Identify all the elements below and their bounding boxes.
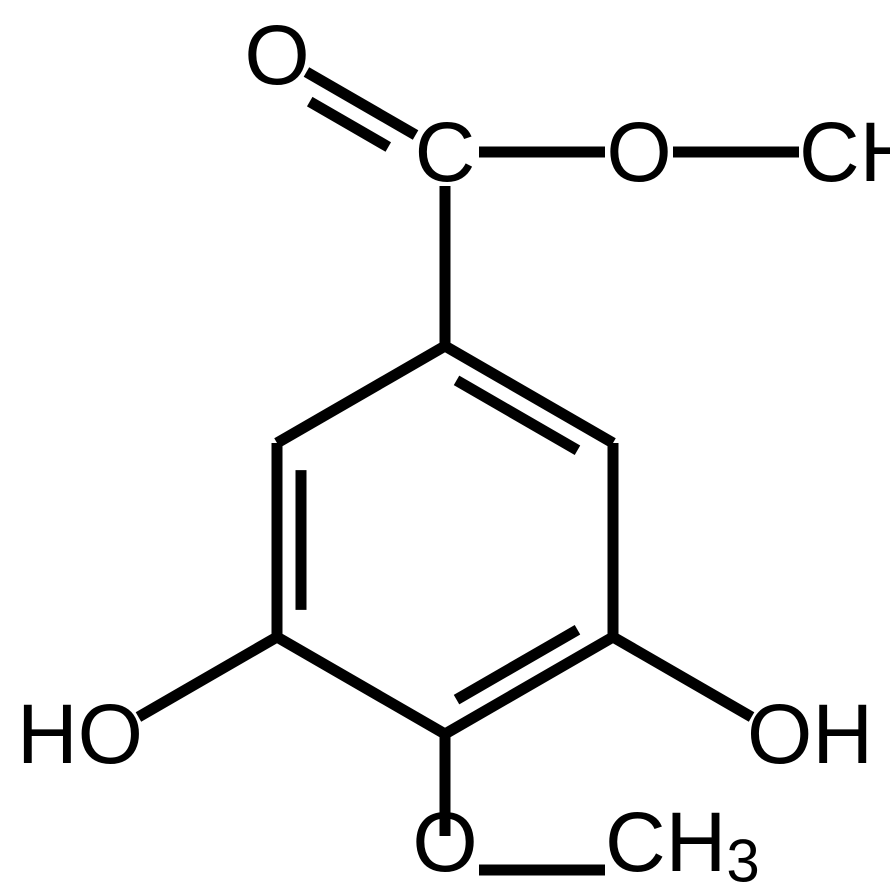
atom-label: O xyxy=(412,795,477,889)
atom-label: OH xyxy=(747,687,873,781)
bond xyxy=(138,637,277,717)
atom-label: O xyxy=(606,105,671,199)
bond xyxy=(277,637,445,734)
atom-labels: C O O CH3 OH HO O CH3 xyxy=(17,8,890,890)
atom-label: C xyxy=(415,105,476,199)
bond xyxy=(277,346,445,443)
atom-label: HO xyxy=(17,687,143,781)
molecule-diagram: C O O CH3 OH HO O CH3 xyxy=(0,0,890,890)
atom-label: CH3 xyxy=(605,795,760,890)
bond xyxy=(613,637,752,717)
atom-label: O xyxy=(244,8,309,102)
atom-label: CH3 xyxy=(799,105,890,204)
